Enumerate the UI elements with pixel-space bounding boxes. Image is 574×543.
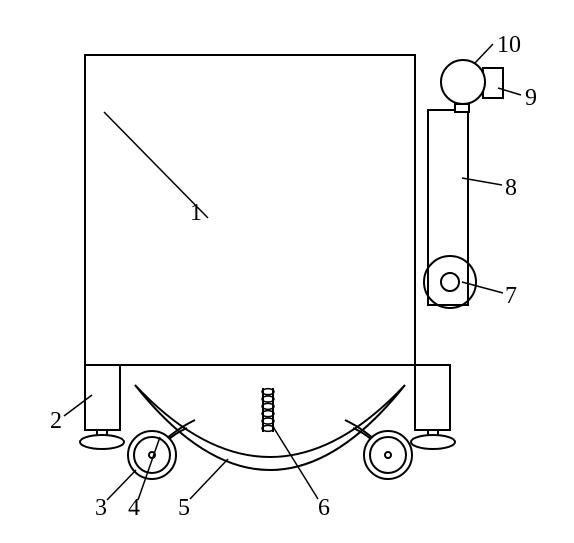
label-l8: 8 xyxy=(505,175,517,202)
label-l7: 7 xyxy=(505,283,517,310)
top-stem xyxy=(455,104,469,112)
top-bracket xyxy=(483,68,503,98)
label-l2: 2 xyxy=(50,408,62,435)
label-l5: 5 xyxy=(178,495,190,522)
label-l10: 10 xyxy=(497,32,521,59)
label-l9: 9 xyxy=(525,85,537,112)
left-leg-upper xyxy=(85,365,120,430)
label-l1: 1 xyxy=(190,200,202,227)
right-foot xyxy=(411,435,455,449)
label-l3: 3 xyxy=(95,495,107,522)
label-l6: 6 xyxy=(318,495,330,522)
leader-l10 xyxy=(474,44,493,64)
hose-loop-inner xyxy=(441,273,459,291)
main-body xyxy=(85,55,415,365)
wheel-right-hub xyxy=(385,452,391,458)
label-l4: 4 xyxy=(128,495,140,522)
left-foot xyxy=(80,435,124,449)
leader-l5 xyxy=(190,459,228,499)
top-circle xyxy=(441,60,485,104)
right-leg-upper xyxy=(415,365,450,430)
